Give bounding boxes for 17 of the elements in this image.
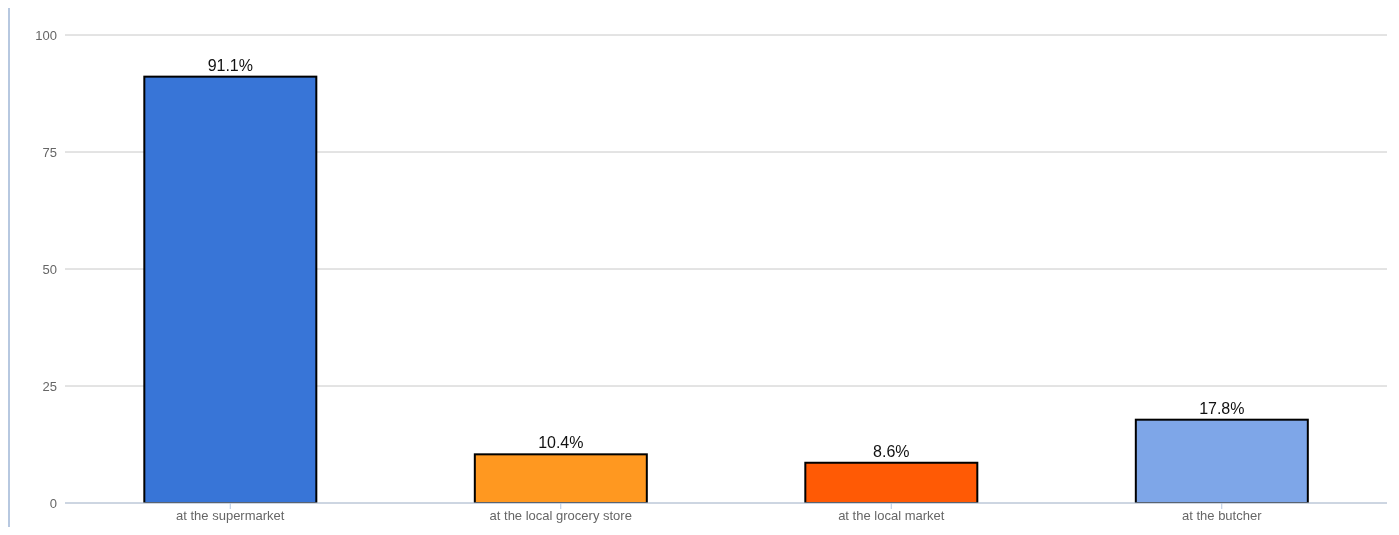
bar xyxy=(473,453,648,503)
y-tick-label: 50 xyxy=(42,261,57,277)
x-tick-label: at the local market xyxy=(838,508,945,524)
x-tick-label: at the supermarket xyxy=(176,508,285,524)
bar xyxy=(804,461,979,503)
data-label: 91.1% xyxy=(207,56,254,74)
bar xyxy=(143,75,318,503)
y-tick-label: 75 xyxy=(42,144,57,160)
y-tick-label: 100 xyxy=(35,27,57,43)
y-tick-label: 25 xyxy=(42,378,57,394)
x-tick-label: at the local grocery store xyxy=(489,508,632,524)
data-label: 17.8% xyxy=(1199,399,1245,417)
y-tick-label: 0 xyxy=(49,495,57,511)
data-label: 8.6% xyxy=(873,442,910,460)
x-tick-label: at the butcher xyxy=(1182,508,1263,524)
data-label: 10.4% xyxy=(538,434,584,452)
bar xyxy=(1134,418,1309,503)
